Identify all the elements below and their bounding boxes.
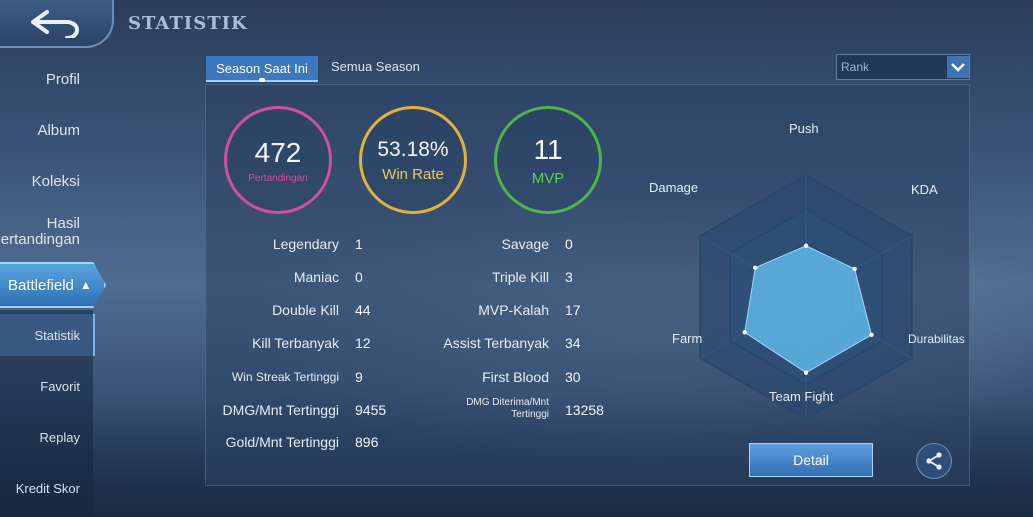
stat-label-triple-kill: Triple Kill — [491, 269, 549, 285]
sidebar-item-koleksi[interactable]: Koleksi — [31, 173, 80, 190]
active-tab-indicator — [259, 78, 265, 82]
radar-axis-label-team-fight: Team Fight — [769, 389, 834, 404]
mvp-value: 11 — [533, 133, 563, 165]
radar-axis-label-kda: KDA — [911, 182, 938, 197]
stat-value-assist-terbanyak: 34 — [565, 335, 581, 351]
stat-value-dmg-mnt: 9455 — [355, 402, 387, 418]
stat-label-gold-mnt: Gold/Mnt Tertinggi — [225, 434, 339, 450]
stat-label-legendary: Legendary — [272, 236, 339, 252]
stat-label-assist-terbanyak: Assist Terbanyak — [443, 335, 549, 351]
stat-label-first-blood: First Blood — [482, 369, 549, 385]
radar-value-point — [852, 266, 857, 272]
sidebar-section-label: Battlefield — [8, 276, 74, 294]
stat-value-first-blood: 30 — [565, 369, 581, 385]
stat-label-mvp-kalah: MVP-Kalah — [478, 302, 549, 318]
matches-label: Pertandingan — [248, 172, 308, 184]
stat-label-maniac: Maniac — [293, 269, 339, 285]
radar-value-point — [803, 243, 809, 248]
radar-axis-label-push: Push — [789, 121, 819, 136]
stat-value-mvp-kalah: 17 — [565, 302, 581, 318]
radar-chart — [699, 173, 913, 420]
stat-label-line: Tertinggi — [511, 409, 549, 420]
mode-select-value: Rank — [841, 60, 870, 74]
radar-value-point — [742, 330, 747, 335]
mode-select[interactable]: Rank — [836, 54, 970, 80]
radar-axis-label-farm: Farm — [672, 331, 703, 346]
sidebar-item-label: ertandingan — [0, 231, 80, 248]
mvp-ring: 11 MVP — [494, 106, 602, 214]
chevron-up-icon: ▲ — [79, 278, 92, 292]
radar-value-point — [869, 332, 874, 338]
sidebar-subitem-statistik[interactable]: Statistik — [34, 328, 80, 343]
stat-label-line: DMG Diterima/Mnt — [466, 397, 549, 408]
sidebar-subitem-replay[interactable]: Replay — [39, 430, 80, 445]
matches-value: 472 — [254, 136, 302, 168]
stat-label-savage: Savage — [501, 236, 549, 252]
chevron-down-icon — [947, 56, 969, 78]
sidebar-item-hasil-pertandingan[interactable]: Hasil ertandingan — [0, 216, 80, 248]
sidebar-section-battlefield[interactable]: Battlefield ▲ — [0, 262, 106, 308]
stat-value-triple-kill: 3 — [565, 269, 573, 285]
back-arrow-icon — [31, 10, 79, 38]
sidebar-item-label: Hasil — [46, 215, 80, 232]
detail-button[interactable]: Detail — [749, 443, 873, 477]
sidebar-item-album[interactable]: Album — [37, 122, 80, 139]
stat-label-dmg-diterima: DMG Diterima/Mnt Tertinggi — [410, 397, 549, 421]
radar-axis-label-durabilitas: Durabilitas — [908, 332, 965, 346]
winrate-label: Win Rate — [382, 165, 444, 183]
stat-label-kill-terbanyak: Kill Terbanyak — [252, 335, 339, 351]
stat-value-gold-mnt: 896 — [355, 434, 379, 450]
sidebar-subitem-highlight — [0, 314, 95, 356]
mvp-label: MVP — [531, 169, 565, 187]
stat-value-legendary: 1 — [355, 236, 363, 252]
stat-value-maniac: 0 — [355, 269, 363, 285]
winrate-ring: 53.18% Win Rate — [359, 106, 467, 214]
tab-semua-season[interactable]: Semua Season — [331, 59, 420, 74]
radar-value-point — [803, 370, 809, 375]
sidebar-subitem-kredit-skor[interactable]: Kredit Skor — [15, 481, 80, 496]
stat-value-savage: 0 — [565, 236, 573, 252]
stat-label-dmg-mnt: DMG/Mnt Tertinggi — [222, 402, 339, 418]
stat-label-double-kill: Double Kill — [272, 302, 339, 318]
stat-value-win-streak: 9 — [355, 369, 363, 385]
sidebar-subitem-favorit[interactable]: Favorit — [40, 379, 80, 394]
radar-value-point — [753, 265, 758, 270]
stat-label-win-streak: Win Streak Tertinggi — [231, 370, 339, 384]
sidebar-item-profil[interactable]: Profil — [45, 71, 80, 88]
share-icon — [926, 452, 942, 470]
share-button[interactable] — [916, 443, 952, 479]
back-button[interactable] — [0, 0, 114, 48]
stat-value-double-kill: 44 — [355, 302, 371, 318]
winrate-value: 53.18% — [377, 137, 449, 161]
radar-axis-label-damage: Damage — [649, 180, 699, 195]
matches-ring: 472 Pertandingan — [224, 106, 332, 214]
stat-value-dmg-diterima: 13258 — [565, 402, 604, 418]
page-title: STATISTIK — [128, 13, 248, 34]
stat-value-kill-terbanyak: 12 — [355, 335, 371, 351]
